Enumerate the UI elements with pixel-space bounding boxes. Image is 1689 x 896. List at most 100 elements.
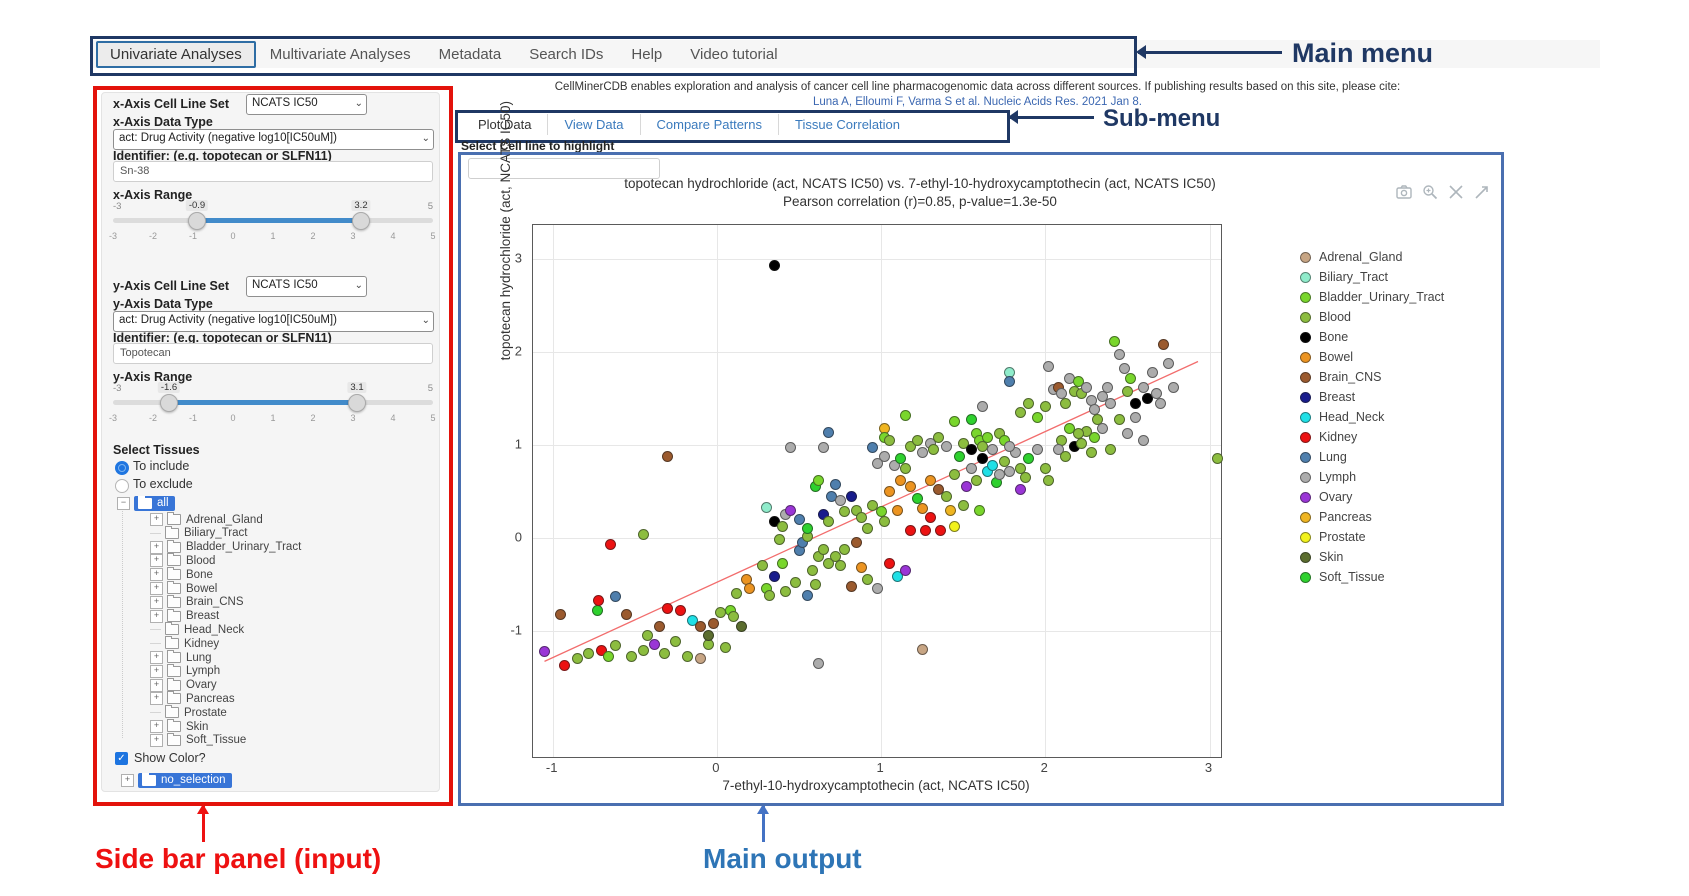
scatter-point-bladder_urinary_tract[interactable] — [1064, 422, 1076, 434]
tree-node[interactable]: Kidney — [165, 636, 219, 650]
y-data-type-select[interactable]: act: Drug Activity (negative log10[IC50u… — [113, 311, 434, 332]
legend-item-blood[interactable]: Blood — [1300, 310, 1351, 324]
exclude-radio[interactable] — [115, 479, 129, 493]
main-menu-item-search-ids[interactable]: Search IDs — [529, 45, 604, 63]
scatter-point-head_neck[interactable] — [686, 615, 698, 627]
scatter-point-blood[interactable] — [1020, 472, 1032, 484]
scatter-point-lung[interactable] — [1003, 376, 1015, 388]
scatter-point-kidney[interactable] — [662, 602, 674, 614]
expand-icon[interactable]: + — [121, 774, 134, 787]
tree-item-bowel[interactable]: + Bowel — [150, 581, 217, 595]
scatter-point-bladder_urinary_tract[interactable] — [1089, 432, 1101, 444]
scatter-point-lymph[interactable] — [834, 495, 846, 507]
scatter-point-lymph[interactable] — [1003, 441, 1015, 453]
scatter-point-lung[interactable] — [793, 513, 805, 525]
tree-node[interactable]: Bladder_Urinary_Tract — [167, 539, 301, 553]
tree-item-soft-tissue[interactable]: + Soft_Tissue — [150, 732, 246, 747]
scatter-point-blood[interactable] — [1015, 407, 1027, 419]
scatter-point-lymph[interactable] — [1121, 428, 1133, 440]
tree-node[interactable]: Ovary — [167, 677, 217, 691]
scatter-point-bone[interactable] — [768, 260, 780, 272]
scatter-point-lymph[interactable] — [1102, 381, 1114, 393]
scatter-point-lymph[interactable] — [872, 583, 884, 595]
scatter-point-soft_tissue[interactable] — [965, 413, 977, 425]
scatter-point-blood[interactable] — [1023, 397, 1035, 409]
scatter-point-blood[interactable] — [763, 589, 775, 601]
tree-node[interactable]: Biliary_Tract — [165, 525, 247, 539]
scatter-point-blood[interactable] — [1043, 474, 1055, 486]
scatter-point-biliary_tract[interactable] — [760, 501, 772, 513]
scatter-point-lymph[interactable] — [1146, 367, 1158, 379]
tree-node[interactable]: Prostate — [165, 705, 227, 719]
main-menu-item-help[interactable]: Help — [631, 45, 663, 63]
scatter-point-kidney[interactable] — [596, 644, 608, 656]
tree-item-lung[interactable]: + Lung — [150, 650, 212, 664]
scatter-point-blood[interactable] — [839, 543, 851, 555]
tree-item-biliary-tract[interactable]: Biliary_Tract — [150, 525, 247, 540]
scatter-point-lymph[interactable] — [1154, 397, 1166, 409]
include-radio[interactable] — [115, 461, 129, 475]
citation-link[interactable]: Luna A, Elloumi F, Varma S et al. Nuclei… — [813, 96, 1142, 108]
scatter-point-blood[interactable] — [1059, 397, 1071, 409]
scatter-point-blood[interactable] — [1113, 413, 1125, 425]
expand-icon[interactable]: + — [150, 568, 163, 582]
scatter-point-ovary[interactable] — [900, 564, 912, 576]
tree-item-no-selection[interactable]: + no_selection — [121, 772, 232, 788]
scatter-point-kidney[interactable] — [883, 558, 895, 570]
tree-item-kidney[interactable]: Kidney — [150, 636, 219, 650]
scatter-point-lymph[interactable] — [1138, 381, 1150, 393]
scatter-point-bladder_urinary_tract[interactable] — [813, 474, 825, 486]
tree-item-all[interactable]: − all — [117, 495, 175, 511]
legend-item-kidney[interactable]: Kidney — [1300, 430, 1357, 444]
tree-node[interactable]: Adrenal_Gland — [167, 512, 263, 526]
scatter-point-adrenal_gland[interactable] — [916, 643, 928, 655]
scatter-point-blood[interactable] — [719, 641, 731, 653]
tree-node[interactable]: Brain_CNS — [167, 594, 244, 608]
scatter-point-kidney[interactable] — [934, 524, 946, 536]
legend-item-bladder_urinary_tract[interactable]: Bladder_Urinary_Tract — [1300, 290, 1444, 304]
tree-node[interactable]: Breast — [167, 608, 219, 622]
scatter-point-lymph[interactable] — [1031, 444, 1043, 456]
scatter-point-blood[interactable] — [823, 515, 835, 527]
legend-item-lung[interactable]: Lung — [1300, 450, 1347, 464]
sub-menu-item-tissue-correlation[interactable]: Tissue Correlation — [795, 117, 901, 132]
scatter-point-blood[interactable] — [626, 651, 638, 663]
scatter-point-blood[interactable] — [949, 469, 961, 481]
scatter-point-blood[interactable] — [957, 437, 969, 449]
y-range-slider[interactable]: -3 5 -1.6 3.1 -3 -2 -1 0 1 2 3 4 5 — [109, 382, 436, 423]
tree-item-adrenal-gland[interactable]: + Adrenal_Gland — [150, 512, 263, 526]
tree-item-brain-cns[interactable]: + Brain_CNS — [150, 594, 244, 609]
scatter-point-bone[interactable] — [1130, 397, 1142, 409]
scatter-point-lung[interactable] — [867, 442, 879, 454]
scatter-point-soft_tissue[interactable] — [911, 493, 923, 505]
pan-icon[interactable] — [1448, 184, 1464, 200]
scatter-point-ovary[interactable] — [1015, 484, 1027, 496]
show-color-checkbox[interactable]: ✓ — [115, 752, 128, 765]
legend-item-skin[interactable]: Skin — [1300, 550, 1343, 564]
highlight-cell-line-input[interactable] — [468, 158, 660, 179]
legend-item-brain_cns[interactable]: Brain_CNS — [1300, 370, 1382, 384]
scatter-point-breast[interactable] — [846, 490, 858, 502]
scatter-point-lymph[interactable] — [941, 441, 953, 453]
sub-menu-item-view-data[interactable]: View Data — [548, 114, 641, 135]
tree-item-lymph[interactable]: + Lymph — [150, 663, 220, 678]
scatter-point-prostate[interactable] — [949, 521, 961, 533]
scatter-point-blood[interactable] — [583, 647, 595, 659]
scatter-point-blood[interactable] — [773, 534, 785, 546]
scatter-point-blood[interactable] — [670, 636, 682, 648]
scatter-point-bowel[interactable] — [744, 583, 756, 595]
scatter-point-lymph[interactable] — [888, 459, 900, 471]
zoom-icon[interactable] — [1422, 184, 1438, 200]
y-cell-line-set-select[interactable]: NCATS IC50 ⌄ — [246, 276, 367, 297]
legend-item-adrenal_gland[interactable]: Adrenal_Gland — [1300, 250, 1402, 264]
scatter-point-kidney[interactable] — [675, 604, 687, 616]
scatter-point-head_neck[interactable] — [892, 571, 904, 583]
x-data-type-select[interactable]: act: Drug Activity (negative log10[IC50u… — [113, 129, 434, 150]
scatter-point-bone[interactable] — [768, 515, 780, 527]
scatter-point-blood[interactable] — [970, 474, 982, 486]
scatter-point-bladder_urinary_tract[interactable] — [982, 432, 994, 444]
tree-node[interactable]: Pancreas — [167, 691, 235, 705]
tree-node[interactable]: no_selection — [138, 772, 232, 788]
scatter-point-skin[interactable] — [703, 629, 715, 641]
scatter-point-lymph[interactable] — [1130, 411, 1142, 423]
